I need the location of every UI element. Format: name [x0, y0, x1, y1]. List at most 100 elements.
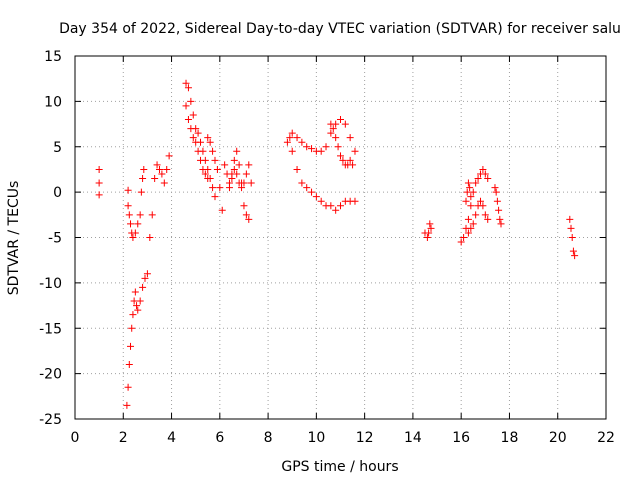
data-point: [187, 97, 195, 105]
data-point: [327, 120, 335, 128]
data-point: [293, 134, 301, 142]
tick-layer: [74, 55, 607, 420]
data-point: [136, 297, 144, 305]
data-point: [209, 184, 217, 192]
data-point: [127, 342, 135, 350]
data-point: [327, 129, 335, 137]
data-point: [143, 270, 151, 278]
y-tick-label: 15: [44, 49, 62, 65]
x-tick-label: 12: [356, 430, 374, 446]
data-point: [242, 170, 250, 178]
data-point: [423, 234, 431, 241]
x-tick-labels: 0 2 4 6 8 10 12 14 16 18 20 22: [71, 430, 615, 446]
data-point: [129, 234, 137, 241]
series-arc-4: [146, 152, 173, 241]
data-point: [337, 152, 344, 160]
data-point: [124, 383, 132, 391]
data-point: [484, 215, 492, 223]
data-point: [303, 184, 311, 192]
data-point: [128, 324, 136, 332]
data-point: [462, 197, 470, 205]
data-point: [463, 188, 471, 196]
data-point: [194, 147, 202, 155]
data-point: [481, 170, 489, 178]
data-point: [230, 165, 238, 173]
data-point: [332, 134, 340, 142]
data-point: [293, 165, 301, 173]
data-point: [566, 215, 574, 223]
y-tick-label: -5: [48, 231, 62, 247]
data-point: [134, 306, 142, 314]
data-point: [457, 238, 465, 246]
data-point: [146, 234, 154, 241]
data-point: [351, 197, 359, 205]
series-arc-5: [182, 79, 219, 201]
data-point: [312, 193, 320, 201]
data-point: [238, 184, 246, 192]
data-point: [136, 211, 144, 219]
data-point: [341, 120, 349, 128]
series-arc-16: [462, 179, 475, 205]
data-point: [213, 165, 221, 173]
series-arc-9: [225, 161, 255, 192]
data-point: [158, 170, 166, 178]
series-arc-2: [124, 165, 148, 241]
data-point: [242, 211, 250, 219]
data-point: [476, 197, 484, 205]
series-arc-15: [464, 197, 492, 237]
data-point: [298, 138, 306, 146]
data-point: [426, 220, 434, 228]
series-arc-10: [283, 116, 359, 155]
data-point: [288, 147, 296, 155]
data-point: [351, 147, 359, 155]
y-tick-label: -20: [39, 367, 62, 383]
data-point: [308, 145, 316, 153]
x-tick-label: 10: [307, 430, 325, 446]
data-point: [493, 197, 501, 205]
data-point: [131, 288, 139, 296]
data-point: [472, 179, 480, 187]
data-point: [187, 125, 195, 133]
data-point: [184, 116, 192, 124]
x-tick-label: 2: [119, 430, 128, 446]
series-arc-17: [491, 184, 505, 228]
data-point: [233, 147, 241, 155]
data-point: [125, 361, 133, 369]
series-arc-6: [182, 102, 212, 183]
data-point: [189, 134, 197, 142]
series-arc-3: [123, 270, 151, 409]
data-point: [322, 143, 330, 151]
data-point: [464, 229, 472, 237]
data-point: [464, 215, 472, 223]
data-point: [425, 229, 433, 237]
y-tick-label: 0: [53, 185, 62, 201]
data-point: [240, 202, 248, 210]
x-tick-label: 16: [452, 430, 470, 446]
data-point: [197, 156, 205, 164]
data-point: [491, 184, 499, 192]
data-point: [127, 220, 135, 228]
data-point: [201, 170, 209, 178]
data-point: [337, 202, 344, 210]
x-tick-label: 14: [404, 430, 422, 446]
series-arc-18: [566, 215, 579, 260]
data-point: [245, 161, 253, 169]
data-point: [469, 220, 477, 228]
data-point: [140, 165, 148, 173]
data-point: [189, 111, 197, 119]
series-arc-11: [288, 147, 359, 214]
y-tick-label: -25: [39, 412, 62, 428]
data-point: [230, 156, 238, 164]
data-point: [192, 138, 200, 146]
data-point: [199, 165, 207, 173]
x-tick-label: 22: [597, 430, 615, 446]
data-point: [141, 274, 149, 282]
data-point: [567, 224, 575, 232]
data-point: [479, 202, 487, 210]
data-point: [460, 234, 468, 241]
data-point: [204, 134, 212, 142]
data-point: [334, 143, 342, 151]
series-arc-1: [95, 165, 103, 199]
data-point: [211, 156, 219, 164]
data-point: [163, 165, 171, 173]
